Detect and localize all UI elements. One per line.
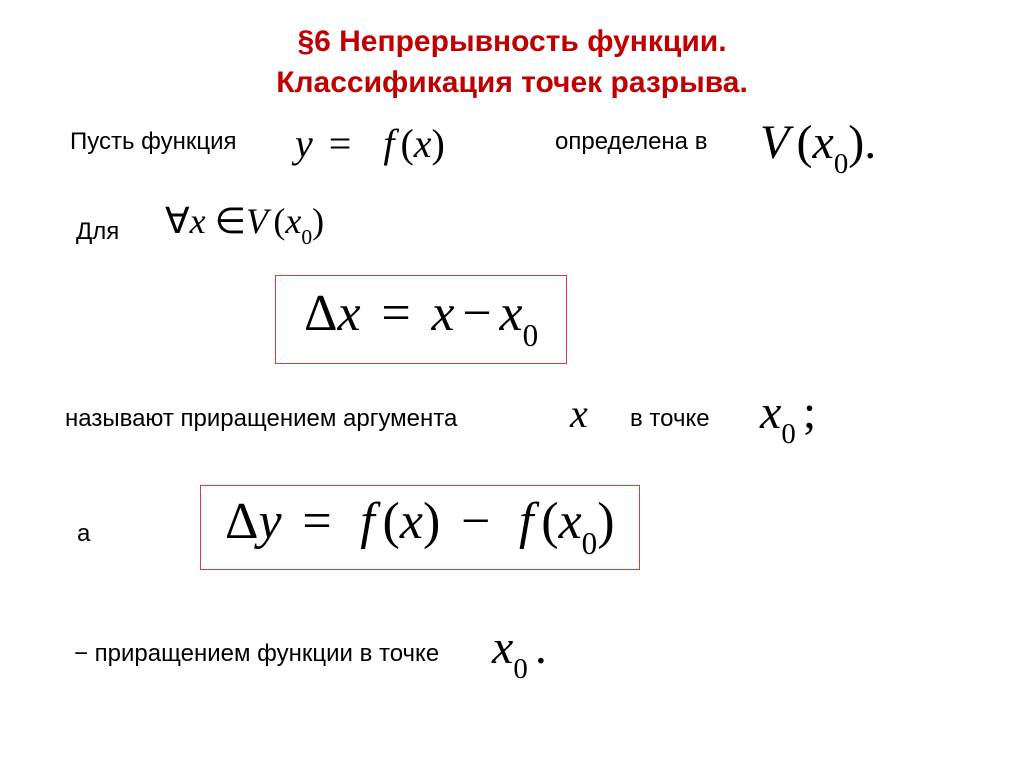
- formula-Vx0: V(x0).: [760, 115, 876, 177]
- formula-x0-semi: x0;: [760, 385, 816, 447]
- text-and: а: [77, 520, 90, 548]
- formula-x0-dot: x0.: [492, 620, 547, 682]
- text-for: Для: [76, 218, 119, 246]
- text-let-function: Пусть функция: [70, 128, 237, 156]
- section-heading: §6 Непрерывность функции. Классификация …: [0, 0, 1024, 103]
- formula-forall-x-in-Vx0: ∀x ∈V(x0): [165, 200, 324, 247]
- formula-var-x: x: [570, 390, 588, 437]
- heading-line-1: §6 Непрерывность функции.: [297, 25, 726, 58]
- text-increment-function-at: − приращением функции в точке: [74, 640, 439, 668]
- boxed-formula-delta-x: Δx = x−x0: [275, 275, 567, 364]
- text-called-increment-arg: называют приращением аргумента: [65, 405, 457, 433]
- formula-y-eq-fx: y = f(x): [295, 120, 445, 167]
- text-defined-in: определена в: [555, 128, 707, 156]
- boxed-formula-delta-y: Δy = f(x) − f(x0): [200, 485, 640, 570]
- heading-line-2: Классификация точек разрыва.: [276, 66, 748, 99]
- text-at-point: в точке: [630, 405, 710, 433]
